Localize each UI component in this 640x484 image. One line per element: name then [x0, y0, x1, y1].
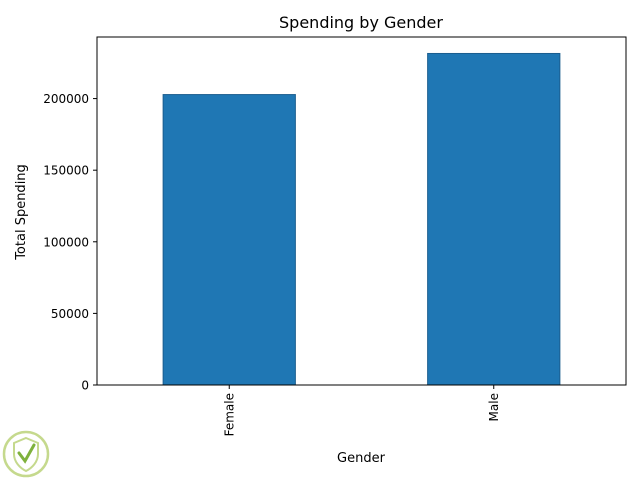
y-axis-label: Total Spending	[14, 164, 29, 261]
x-axis-ticks: Female Male	[222, 385, 501, 436]
bar-female	[162, 94, 296, 386]
shield-logo-icon	[2, 430, 50, 478]
bar-male	[427, 52, 561, 386]
bars-group	[162, 52, 561, 386]
chart-title: Spending by Gender	[279, 13, 443, 32]
y-tick-label: 100000	[43, 235, 89, 249]
y-axis-ticks: 0 50000 100000 150000 200000	[43, 92, 97, 393]
y-tick-label: 50000	[51, 307, 89, 321]
y-tick-label: 150000	[43, 164, 89, 178]
x-axis-label: Gender	[337, 451, 386, 466]
watermark-logo	[0, 430, 52, 478]
x-tick-label: Male	[487, 393, 501, 421]
y-tick-label: 0	[81, 379, 89, 393]
x-tick-label: Female	[222, 393, 236, 436]
y-tick-label: 200000	[43, 92, 89, 106]
plot-area-frame	[96, 36, 627, 386]
